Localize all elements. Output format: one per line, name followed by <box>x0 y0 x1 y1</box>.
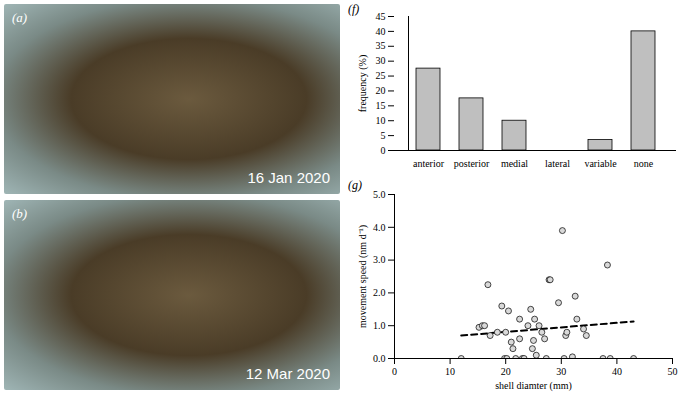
svg-text:25: 25 <box>376 70 386 81</box>
svg-text:30: 30 <box>556 366 566 377</box>
svg-text:50: 50 <box>668 366 678 377</box>
svg-text:4.0: 4.0 <box>373 222 386 233</box>
svg-text:movement speed (nm d⁻¹): movement speed (nm d⁻¹) <box>357 225 369 328</box>
svg-text:10: 10 <box>376 115 386 126</box>
html-text:(b): (b) <box>12 206 28 221</box>
svg-text:2.0: 2.0 <box>373 287 386 298</box>
svg-text:35: 35 <box>376 40 386 51</box>
svg-text:1.0: 1.0 <box>373 320 386 331</box>
svg-text:45: 45 <box>376 11 386 22</box>
svg-text:anterior: anterior <box>413 158 445 169</box>
html-text:(g): (g) <box>348 178 362 192</box>
svg-text:20: 20 <box>501 366 511 377</box>
svg-text:15: 15 <box>376 100 386 111</box>
svg-text:medial: medial <box>501 158 528 169</box>
svg-text:3.0: 3.0 <box>373 254 386 265</box>
svg-text:40: 40 <box>612 366 622 377</box>
svg-text:5: 5 <box>381 130 386 141</box>
svg-text:20: 20 <box>376 85 386 96</box>
html-text:(f): (f) <box>348 2 360 16</box>
svg-text:posterior: posterior <box>454 158 490 169</box>
svg-text:0.0: 0.0 <box>373 353 386 364</box>
svg-text:shell diamter (mm): shell diamter (mm) <box>495 380 572 392</box>
svg-text:0: 0 <box>392 366 397 377</box>
html-text:(a): (a) <box>12 10 28 25</box>
svg-text:40: 40 <box>376 26 386 37</box>
svg-text:0: 0 <box>381 145 386 156</box>
svg-text:variable: variable <box>584 158 617 169</box>
svg-text:10: 10 <box>445 366 455 377</box>
html-text:16 Jan 2020: 16 Jan 2020 <box>247 169 330 186</box>
svg-text:frequency (%): frequency (%) <box>357 55 369 112</box>
svg-text:5.0: 5.0 <box>373 189 386 200</box>
svg-text:none: none <box>634 158 654 169</box>
svg-text:lateral: lateral <box>545 158 570 169</box>
html-text:12 Mar 2020: 12 Mar 2020 <box>245 365 330 382</box>
svg-text:30: 30 <box>376 55 386 66</box>
